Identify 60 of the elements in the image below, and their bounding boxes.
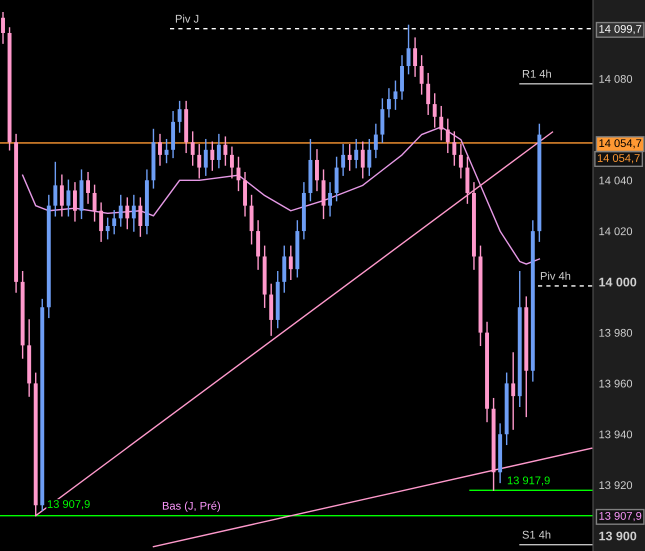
y-tick-label: 14 040: [599, 176, 632, 184]
candlestick: [406, 24, 411, 74]
candlestick: [112, 210, 116, 234]
candlestick: [132, 194, 136, 232]
ref-line-label: R1 4h: [522, 70, 551, 78]
candlestick: [328, 182, 332, 217]
candlestick: [432, 93, 437, 128]
candlestick: [158, 134, 162, 166]
y-tick-label: 14 080: [599, 74, 632, 83]
y-tick-label: 13 940: [599, 430, 632, 438]
candlestick: [413, 37, 418, 77]
y-tick-label: 14 020: [599, 227, 632, 236]
candlestick: [210, 142, 214, 171]
y-tick-label: 13 980: [599, 328, 632, 337]
candlestick: [92, 184, 97, 222]
candlestick: [164, 138, 168, 164]
candlestick: [223, 136, 228, 166]
candlestick: [1, 12, 5, 44]
candlestick: [66, 180, 70, 217]
candlestick: [374, 124, 378, 158]
ref-line-label: Bas (J, Pré): [162, 501, 220, 512]
candlestick: [178, 100, 182, 133]
candlestick: [99, 202, 104, 242]
candlestick: [452, 131, 456, 166]
annotation: 13 907,9: [48, 500, 90, 510]
candlestick: [367, 138, 372, 176]
y-tick-label: 13 960: [599, 380, 632, 388]
candlestick: [125, 197, 130, 230]
ref-line-label: 13 917,9: [508, 476, 550, 486]
candlestick: [315, 149, 319, 192]
candlestick: [236, 156, 240, 192]
candlestick: [458, 144, 463, 178]
ref-line-label: S1 4h: [522, 530, 550, 539]
candlestick: [511, 352, 516, 430]
y-tick-label: 13 900: [599, 532, 636, 540]
ref-line-label: Piv J: [176, 14, 198, 23]
candlestick: [86, 172, 90, 204]
candlestick: [348, 144, 352, 171]
candlestick: [230, 146, 234, 178]
candlestick: [288, 246, 293, 280]
candlestick: [394, 80, 398, 110]
y-tick-label: 14 099,7: [599, 24, 642, 34]
candlestick: [118, 194, 123, 227]
candlestick: [386, 88, 391, 118]
y-tick-label: 14 000: [599, 278, 636, 286]
candlestick: [341, 144, 346, 176]
candlestick: [420, 55, 424, 95]
candlestick: [426, 72, 430, 115]
candlestick: [138, 197, 142, 237]
ref-line-label: Piv 4h: [540, 272, 570, 280]
candlestick: [60, 174, 64, 217]
candlestick: [72, 182, 77, 222]
candlestick: [190, 131, 195, 166]
y-tick-label: 13 920: [599, 481, 632, 490]
candlestick: [446, 118, 450, 154]
y-tick-label: 14 054,7: [599, 139, 642, 148]
candlestick: [106, 218, 110, 240]
y-tick-label: 13 907,9: [599, 512, 642, 522]
candlestick: [216, 134, 221, 168]
candlestick: [53, 162, 58, 217]
